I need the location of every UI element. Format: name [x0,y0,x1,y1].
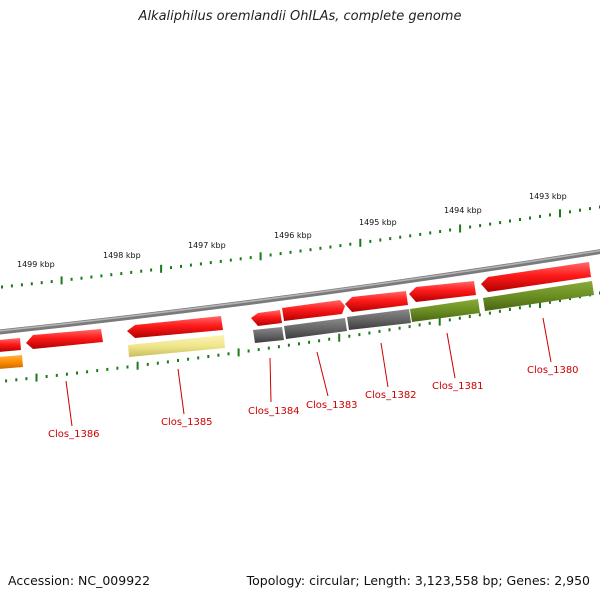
scale-labels: 1499 kbp 1498 kbp 1497 kbp 1496 kbp 1495… [17,192,567,269]
gene-arrow-clos-1382[interactable] [345,291,408,312]
gene-label-clos-1383[interactable]: Clos_1383 [306,400,358,411]
gene-label-clos-1380[interactable]: Clos_1380 [527,365,579,376]
gene-label-clos-1385[interactable]: Clos_1385 [161,417,213,428]
scale-label-1497: 1497 kbp [188,241,226,250]
gene-label-clos-1381[interactable]: Clos_1381 [432,381,484,392]
gene-label-clos-1382[interactable]: Clos_1382 [365,390,417,401]
leader-clos-1383 [316,351,329,397]
cog-bar-clos-1382 [347,309,411,330]
cog-bar-partial [0,355,23,369]
scale-label-1499: 1499 kbp [17,260,55,269]
gene-label-clos-1386[interactable]: Clos_1386 [48,429,100,440]
genome-backbone [0,249,600,335]
leader-clos-1381 [446,332,456,379]
scale-label-1498: 1498 kbp [103,251,141,260]
leader-clos-1382 [380,342,389,388]
leader-clos-1380 [542,317,552,363]
gene-labels: Clos_1386 Clos_1385 Clos_1384 Clos_1383 … [48,365,579,440]
scale-label-1494: 1494 kbp [444,206,482,215]
scale-label-1493: 1493 kbp [529,192,567,201]
gene-arrow-clos-1385[interactable] [127,316,223,338]
leader-clos-1384 [269,357,272,403]
gene-arrow-partial[interactable] [0,338,21,352]
gene-features [0,262,591,352]
outer-scale-ticks [1,205,600,289]
gene-arrow-clos-1381[interactable] [409,281,476,302]
map-title: Alkaliphilus oremlandii OhILAs, complete… [138,9,462,24]
cog-bar-clos-1383 [284,318,347,339]
scale-label-1496: 1496 kbp [274,231,312,240]
cog-bar-clos-1384 [253,327,284,343]
leader-clos-1385 [177,368,185,415]
inner-scale-ticks [5,291,600,383]
gene-label-clos-1384[interactable]: Clos_1384 [248,406,300,417]
cog-bar-clos-1380 [483,281,594,311]
accession-text: Accession: NC_009922 [8,573,151,588]
genome-backbone-highlight [0,249,600,332]
cog-bars [0,281,594,369]
label-leaders [65,317,552,427]
gene-arrow-clos-1386[interactable] [26,329,103,349]
scale-label-1495: 1495 kbp [359,218,397,227]
genome-summary-text: Topology: circular; Length: 3,123,558 bp… [246,573,590,588]
cog-bar-clos-1385 [128,335,225,357]
cog-bar-clos-1381 [410,299,480,322]
gene-arrow-clos-1384[interactable] [251,310,282,326]
gene-arrow-clos-1380[interactable] [481,262,591,292]
gene-arrow-clos-1383[interactable] [282,300,345,321]
leader-clos-1386 [65,380,73,427]
